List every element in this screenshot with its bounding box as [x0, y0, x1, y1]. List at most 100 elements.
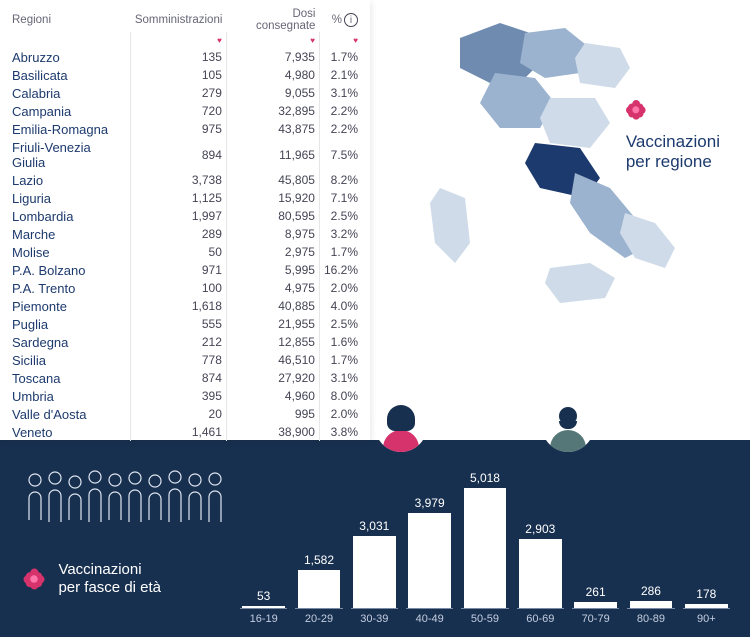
region-name: Abruzzo	[8, 48, 131, 66]
table-row[interactable]: Veneto1,46138,9003.8%	[8, 423, 362, 441]
bar-rect	[630, 601, 673, 608]
region-pct: 3.2%	[319, 225, 362, 243]
table-row[interactable]: Valle d'Aosta209952.0%	[8, 405, 362, 423]
age-bar: 5316-19	[240, 589, 287, 625]
region-delivered: 80,595	[226, 207, 319, 225]
table-row[interactable]: Toscana87427,9203.1%	[8, 369, 362, 387]
table-row[interactable]: Calabria2799,0553.1%	[8, 84, 362, 102]
region-pct: 1.6%	[319, 333, 362, 351]
region-admin: 135	[131, 48, 227, 66]
region-admin: 1,618	[131, 297, 227, 315]
region-pct: 16.2%	[319, 261, 362, 279]
table-row[interactable]: Puglia55521,9552.5%	[8, 315, 362, 333]
bar-value: 5,018	[470, 471, 500, 485]
table-row[interactable]: Molise502,9751.7%	[8, 243, 362, 261]
region-name: Basilicata	[8, 66, 131, 84]
region-pct: 4.0%	[319, 297, 362, 315]
region-delivered: 4,980	[226, 66, 319, 84]
age-title-line1: Vaccinazioni	[58, 561, 161, 579]
region-pct: 2.5%	[319, 207, 362, 225]
map-title-line2: per regione	[626, 152, 720, 172]
region-pct: 8.2%	[319, 171, 362, 189]
table-row[interactable]: Abruzzo1357,9351.7%	[8, 48, 362, 66]
age-bar: 17890+	[683, 587, 730, 625]
region-delivered: 15,920	[226, 189, 319, 207]
region-delivered: 8,975	[226, 225, 319, 243]
bar-value: 286	[641, 584, 661, 598]
age-bar: 2,90360-69	[517, 522, 564, 625]
bar-label: 30-39	[360, 613, 388, 625]
region-admin: 105	[131, 66, 227, 84]
table-row[interactable]: Marche2898,9753.2%	[8, 225, 362, 243]
region-name: Liguria	[8, 189, 131, 207]
bar-rect	[298, 570, 341, 608]
female-avatar-icon	[375, 400, 427, 452]
table-row[interactable]: Basilicata1054,9802.1%	[8, 66, 362, 84]
region-name: Sicilia	[8, 351, 131, 369]
region-name: Piemonte	[8, 297, 131, 315]
table-row[interactable]: P.A. Bolzano9715,99516.2%	[8, 261, 362, 279]
region-name: Umbria	[8, 387, 131, 405]
table-row[interactable]: Campania72032,8952.2%	[8, 102, 362, 120]
region-pct: 2.1%	[319, 66, 362, 84]
bar-rect	[464, 488, 507, 608]
bar-value: 3,979	[415, 496, 445, 510]
region-name: Friuli-Venezia Giulia	[8, 138, 131, 171]
region-admin: 874	[131, 369, 227, 387]
region-pct: 2.2%	[319, 120, 362, 138]
female-card: 9,562	[375, 400, 492, 452]
region-admin: 894	[131, 138, 227, 171]
region-delivered: 43,875	[226, 120, 319, 138]
region-delivered: 995	[226, 405, 319, 423]
age-bar: 3,97940-49	[406, 496, 453, 625]
table-row[interactable]: P.A. Trento1004,9752.0%	[8, 279, 362, 297]
table-row[interactable]: Umbria3954,9608.0%	[8, 387, 362, 405]
bar-label: 50-59	[471, 613, 499, 625]
region-delivered: 9,055	[226, 84, 319, 102]
table-row[interactable]: Lazio3,73845,8058.2%	[8, 171, 362, 189]
bar-label: 16-19	[250, 613, 278, 625]
map-title-line1: Vaccinazioni	[626, 132, 720, 152]
male-avatar-icon	[542, 400, 594, 452]
region-pct: 8.0%	[319, 387, 362, 405]
col-pct[interactable]: %i	[319, 6, 362, 32]
table-row[interactable]: Piemonte1,61840,8854.0%	[8, 297, 362, 315]
col-region[interactable]: Regioni	[8, 6, 131, 32]
region-admin: 289	[131, 225, 227, 243]
region-name: Sardegna	[8, 333, 131, 351]
region-pct: 1.7%	[319, 351, 362, 369]
table-row[interactable]: Sicilia77846,5101.7%	[8, 351, 362, 369]
table-row[interactable]: Emilia-Romagna97543,8752.2%	[8, 120, 362, 138]
region-pct: 2.0%	[319, 405, 362, 423]
region-admin: 20	[131, 405, 227, 423]
col-admin[interactable]: Somministrazioni	[131, 6, 227, 32]
bar-value: 178	[696, 587, 716, 601]
age-bar: 3,03130-39	[351, 519, 398, 625]
region-admin: 778	[131, 351, 227, 369]
male-card: 7,729	[542, 400, 659, 452]
bar-label: 20-29	[305, 613, 333, 625]
region-delivered: 27,920	[226, 369, 319, 387]
region-pct: 3.8%	[319, 423, 362, 441]
region-pct: 2.5%	[319, 315, 362, 333]
region-admin: 395	[131, 387, 227, 405]
region-delivered: 11,965	[226, 138, 319, 171]
bar-label: 70-79	[582, 613, 610, 625]
info-icon[interactable]: i	[344, 13, 358, 27]
region-admin: 971	[131, 261, 227, 279]
col-delivered[interactable]: Dosi consegnate	[226, 6, 319, 32]
table-row[interactable]: Sardegna21212,8551.6%	[8, 333, 362, 351]
region-name: Lazio	[8, 171, 131, 189]
bar-value: 1,582	[304, 553, 334, 567]
table-row[interactable]: Lombardia1,99780,5952.5%	[8, 207, 362, 225]
region-admin: 1,997	[131, 207, 227, 225]
table-row[interactable]: Friuli-Venezia Giulia89411,9657.5%	[8, 138, 362, 171]
region-admin: 50	[131, 243, 227, 261]
table-row[interactable]: Liguria1,12515,9207.1%	[8, 189, 362, 207]
crowd-icon	[20, 460, 230, 550]
region-name: Calabria	[8, 84, 131, 102]
region-admin: 3,738	[131, 171, 227, 189]
region-pct: 2.0%	[319, 279, 362, 297]
bar-rect	[353, 536, 396, 608]
region-name: Veneto	[8, 423, 131, 441]
